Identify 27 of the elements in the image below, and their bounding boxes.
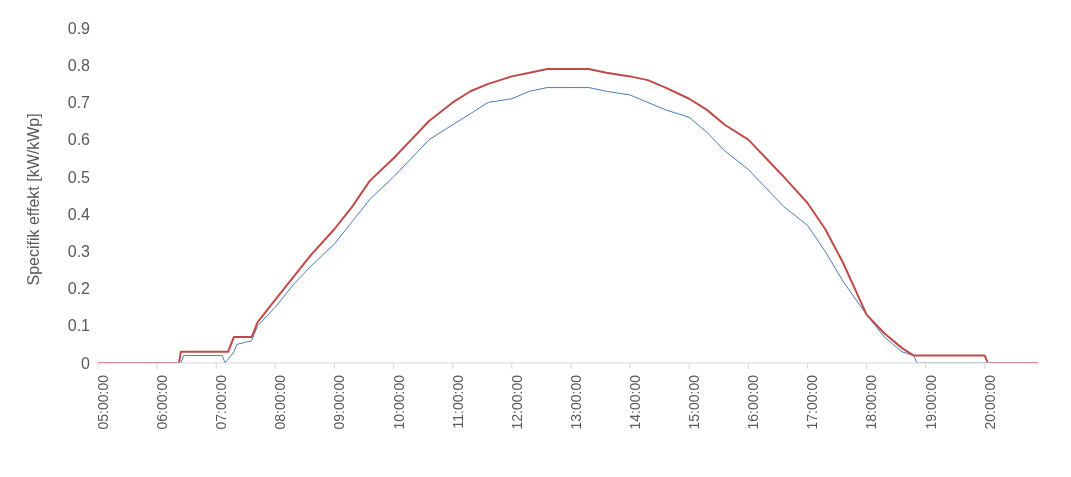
y-tick-label: 0.1 [67,317,91,335]
x-tick-label: 19:00:00 [922,374,939,430]
y-tick-label: 0.9 [67,19,91,37]
y-tick-label: 0.2 [67,280,91,298]
x-tick-label: 08:00:00 [272,374,289,430]
y-tick-label: 0.8 [67,56,91,74]
x-tick-label: 13:00:00 [567,374,584,430]
x-tick-label: 18:00:00 [863,374,880,430]
y-tick-label: 0.5 [67,168,91,186]
x-tick-label: 17:00:00 [804,374,821,430]
x-tick-label: 16:00:00 [745,374,762,430]
y-tick-label: 0.3 [67,243,91,261]
x-tick-label: 05:00:00 [94,374,111,430]
x-tick-label: 06:00:00 [154,374,171,430]
x-tick-label: 20:00:00 [981,374,998,430]
x-tick-label: 12:00:00 [508,374,525,430]
x-tick-label: 14:00:00 [627,374,644,430]
y-tick-label: 0.4 [67,205,91,223]
x-tick-label: 15:00:00 [686,374,703,430]
x-tick-label: 10:00:00 [390,374,407,430]
x-tick-label: 09:00:00 [331,374,348,430]
y-tick-label: 0.6 [67,131,91,149]
x-tick-label: 07:00:00 [213,374,230,430]
y-tick-label: 0 [81,354,91,372]
x-tick-label: 11:00:00 [449,374,466,429]
y-tick-label: 0.7 [67,94,91,112]
y-axis-title: Specifik effekt [kW/kWp] [24,113,42,286]
